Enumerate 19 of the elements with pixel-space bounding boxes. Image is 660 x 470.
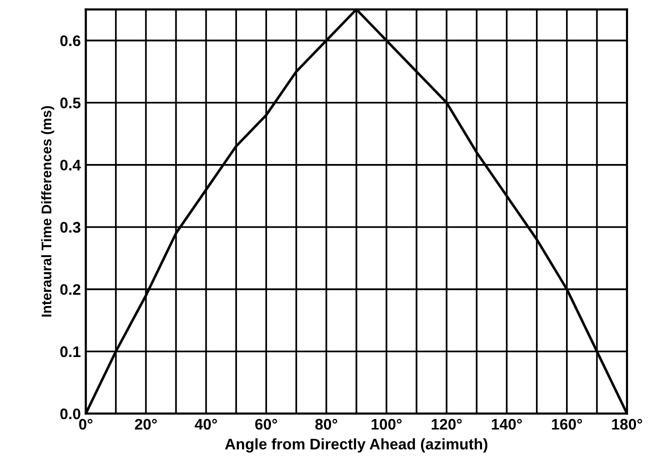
x-tick-label: 180° — [612, 418, 642, 430]
x-tick-label: 140° — [492, 418, 522, 430]
y-tick-label: 0.4 — [60, 160, 81, 171]
x-tick-label: 60° — [255, 418, 278, 430]
y-axis-title: Interaural Time Differences (ms) — [41, 106, 54, 317]
x-tick-label: 40° — [194, 418, 217, 430]
y-tick-label: 0.6 — [60, 35, 80, 46]
x-tick-label: 100° — [372, 418, 402, 430]
y-tick-label: 0.5 — [60, 98, 81, 108]
y-tick-label: 0.0 — [60, 408, 80, 420]
y-tick-label: 0.2 — [60, 284, 80, 295]
x-tick-label: 0° — [79, 418, 92, 430]
x-tick-label: 120° — [432, 418, 462, 430]
y-tick-label: 0.3 — [60, 222, 80, 233]
x-tick-label: 20° — [134, 418, 157, 430]
x-tick-label: 80° — [315, 418, 338, 430]
x-tick-label: 160° — [552, 418, 582, 430]
y-tick-label: 0.1 — [60, 346, 81, 358]
x-axis-title: Angle from Directly Ahead (azimuth) — [225, 438, 488, 453]
